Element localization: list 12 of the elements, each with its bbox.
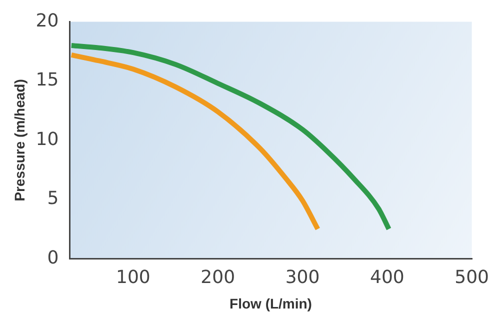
y-axis-title: Pressure (m/head) xyxy=(11,79,28,202)
x-tick-label: 500 xyxy=(454,267,489,288)
y-tick-label: 10 xyxy=(36,128,59,150)
x-tick-label: 300 xyxy=(285,267,320,288)
x-tick-label: 400 xyxy=(370,267,404,288)
x-tick-label: 100 xyxy=(116,267,150,288)
y-tick-label: 15 xyxy=(36,70,59,91)
y-tick-label: 0 xyxy=(47,247,59,268)
y-tick-label: 5 xyxy=(47,188,59,210)
x-axis-title: Flow (L/min) xyxy=(230,295,312,312)
y-tick-label: 20 xyxy=(36,10,59,32)
x-tick-label: 200 xyxy=(200,267,236,288)
